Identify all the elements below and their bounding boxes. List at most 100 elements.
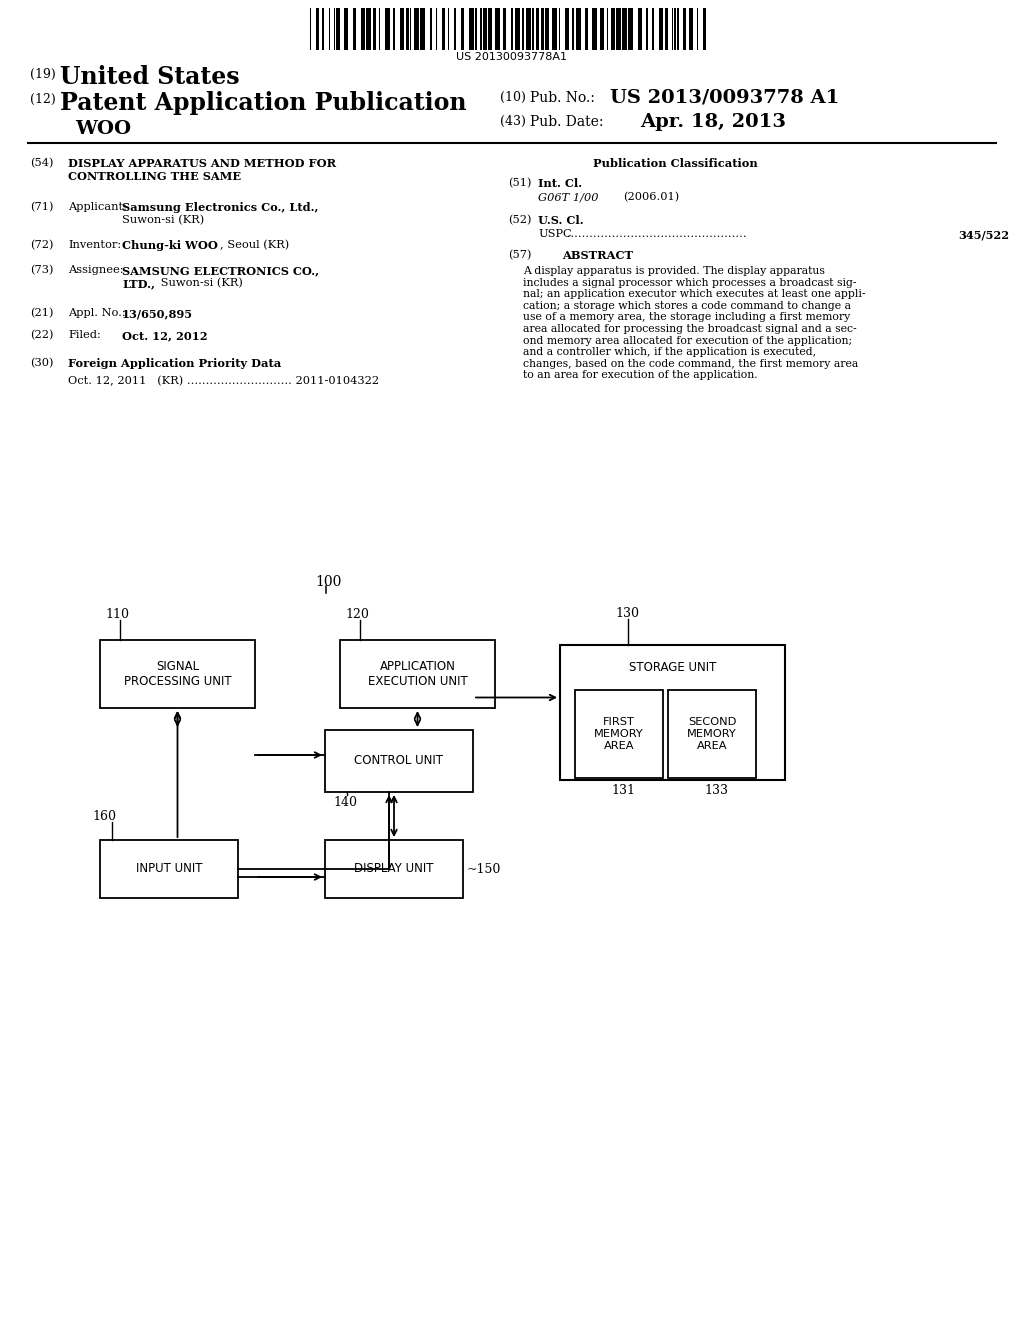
Text: Apr. 18, 2013: Apr. 18, 2013 (640, 114, 786, 131)
Text: DISPLAY APPARATUS AND METHOD FOR
CONTROLLING THE SAME: DISPLAY APPARATUS AND METHOD FOR CONTROL… (68, 158, 336, 182)
Bar (379, 8, 380, 50)
Bar (688, 8, 693, 50)
Bar (511, 8, 513, 50)
Text: Patent Application Publication: Patent Application Publication (60, 91, 467, 115)
Bar (329, 8, 330, 50)
Bar (702, 8, 707, 50)
Bar (668, 690, 756, 777)
Bar (611, 8, 615, 50)
Bar (560, 645, 785, 780)
Bar (600, 8, 604, 50)
Bar (430, 8, 432, 50)
Text: Appl. No.:: Appl. No.: (68, 308, 126, 318)
Text: (43): (43) (500, 115, 526, 128)
Bar (310, 8, 311, 50)
Bar (447, 8, 449, 50)
Bar (586, 8, 588, 50)
Bar (646, 8, 648, 50)
Text: Publication Classification: Publication Classification (593, 158, 758, 169)
Text: U.S. Cl.: U.S. Cl. (538, 215, 584, 226)
Text: (12): (12) (30, 92, 55, 106)
Bar (488, 8, 492, 50)
Text: US 20130093778A1: US 20130093778A1 (457, 51, 567, 62)
Text: APPLICATION
EXECUTION UNIT: APPLICATION EXECUTION UNIT (368, 660, 467, 688)
Bar (665, 8, 669, 50)
Bar (659, 8, 663, 50)
Text: (22): (22) (30, 330, 53, 341)
Bar (697, 8, 698, 50)
Text: 100: 100 (315, 576, 341, 589)
Text: United States: United States (60, 65, 240, 88)
Bar (672, 8, 673, 50)
Bar (344, 8, 348, 50)
Text: ................................................: ........................................… (563, 228, 746, 239)
Text: , Seoul (KR): , Seoul (KR) (220, 240, 289, 251)
Bar (336, 8, 340, 50)
Bar (461, 8, 464, 50)
Bar (436, 8, 437, 50)
Text: Foreign Application Priority Data: Foreign Application Priority Data (68, 358, 282, 370)
Bar (677, 8, 679, 50)
Text: CONTROL UNIT: CONTROL UNIT (354, 755, 443, 767)
Bar (683, 8, 686, 50)
Text: 13/650,895: 13/650,895 (122, 308, 193, 319)
Bar (623, 8, 627, 50)
Text: Inventor:: Inventor: (68, 240, 121, 249)
Text: (10): (10) (500, 91, 526, 104)
Text: 110: 110 (105, 609, 129, 620)
Bar (316, 8, 319, 50)
Text: (73): (73) (30, 265, 53, 276)
Text: FIRST
MEMORY
AREA: FIRST MEMORY AREA (594, 717, 644, 751)
Text: (52): (52) (508, 215, 531, 226)
Bar (352, 8, 356, 50)
Bar (559, 8, 560, 50)
Text: (19): (19) (30, 69, 55, 81)
Text: (51): (51) (508, 178, 531, 189)
Bar (469, 8, 474, 50)
Text: 133: 133 (705, 784, 728, 797)
Bar (652, 8, 654, 50)
Bar (572, 8, 573, 50)
Text: Samsung Electronics Co., Ltd.,: Samsung Electronics Co., Ltd., (122, 202, 318, 213)
Text: 160: 160 (92, 810, 116, 822)
Text: Pub. No.:: Pub. No.: (530, 91, 595, 106)
Bar (415, 8, 419, 50)
Bar (565, 8, 568, 50)
Bar (628, 8, 633, 50)
Text: Suwon-si (KR): Suwon-si (KR) (122, 215, 204, 226)
Bar (366, 8, 371, 50)
Text: 140: 140 (333, 796, 357, 809)
Bar (515, 8, 520, 50)
Bar (421, 8, 425, 50)
Bar (496, 8, 500, 50)
Bar (400, 8, 403, 50)
Bar (334, 8, 335, 50)
Bar (607, 8, 608, 50)
Text: Oct. 12, 2012: Oct. 12, 2012 (122, 330, 208, 341)
Bar (504, 8, 506, 50)
Text: DISPLAY UNIT: DISPLAY UNIT (354, 862, 434, 875)
Text: Pub. Date:: Pub. Date: (530, 115, 603, 129)
Bar (407, 8, 409, 50)
Text: (72): (72) (30, 240, 53, 251)
Text: SIGNAL
PROCESSING UNIT: SIGNAL PROCESSING UNIT (124, 660, 231, 688)
Bar (542, 8, 544, 50)
Text: Filed:: Filed: (68, 330, 100, 341)
Bar (475, 8, 477, 50)
Bar (340, 640, 495, 708)
Text: 131: 131 (611, 784, 635, 797)
Bar (441, 8, 445, 50)
Text: Int. Cl.: Int. Cl. (538, 178, 582, 189)
Text: WOO: WOO (75, 120, 131, 139)
Bar (531, 8, 535, 50)
Bar (373, 8, 377, 50)
Bar (410, 8, 411, 50)
Text: ABSTRACT: ABSTRACT (562, 249, 634, 261)
Bar (361, 8, 365, 50)
Bar (385, 8, 389, 50)
Text: LTD.,: LTD., (122, 279, 155, 289)
Bar (479, 8, 482, 50)
Bar (100, 840, 238, 898)
Text: 120: 120 (345, 609, 369, 620)
Text: (71): (71) (30, 202, 53, 213)
